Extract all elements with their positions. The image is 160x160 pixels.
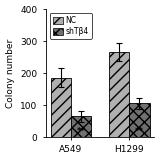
Bar [129, 104, 149, 137]
Text: **: ** [135, 128, 144, 136]
Legend: NC, shTβ4: NC, shTβ4 [49, 13, 92, 39]
Y-axis label: Colony number: Colony number [6, 38, 15, 108]
Bar [51, 78, 71, 137]
Text: **: ** [77, 128, 86, 136]
Bar [109, 52, 129, 137]
Bar [71, 116, 91, 137]
